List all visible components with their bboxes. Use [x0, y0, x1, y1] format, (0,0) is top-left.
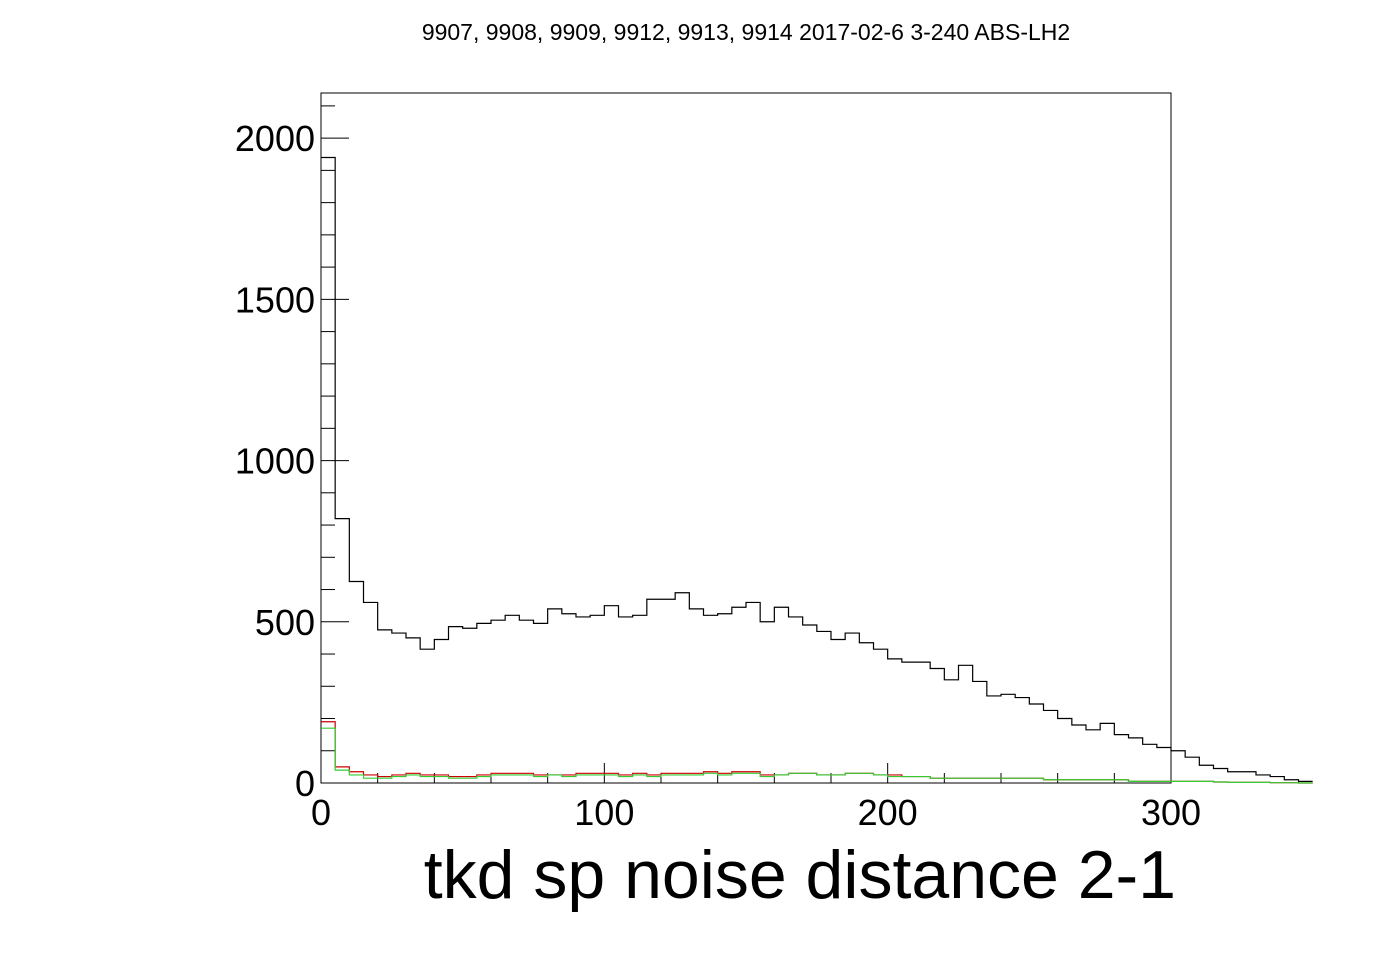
y-tick-label: 2000 [235, 118, 315, 159]
y-tick-label: 1000 [235, 441, 315, 482]
y-axis-ticks [321, 105, 349, 784]
chart-title: 9907, 9908, 9909, 9912, 9913, 9914 2017-… [422, 19, 1070, 45]
y-tick-label: 1500 [235, 279, 315, 320]
plot-frame [320, 92, 1172, 784]
x-axis-title: tkd sp noise distance 2-1 [424, 837, 1176, 913]
x-tick-label: 100 [574, 792, 634, 833]
y-tick-label: 500 [255, 602, 315, 643]
histogram-series-3 [321, 727, 1313, 784]
histogram-series-1 [321, 156, 1313, 782]
x-tick-label: 200 [858, 792, 918, 833]
series-group [321, 156, 1313, 784]
y-tick-label: 0 [295, 763, 315, 804]
x-tick-label: 300 [1141, 792, 1201, 833]
x-tick-label: 0 [311, 792, 331, 833]
